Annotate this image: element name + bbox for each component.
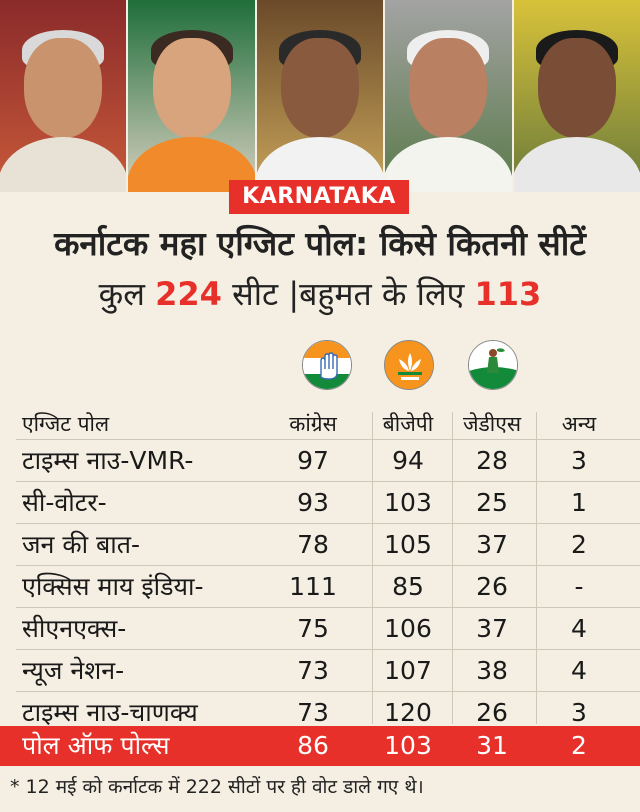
column-divider [452, 412, 453, 724]
bjp-seats: 106 [384, 614, 432, 643]
poll-of-polls-label: पोल ऑफ पोल्स [22, 731, 170, 760]
jds-seats: 25 [476, 488, 508, 517]
bjp-seats: 94 [392, 446, 424, 475]
jds-seats: 26 [476, 572, 508, 601]
table-row: जन की बात- 78 105 37 2 [16, 524, 640, 566]
header-exit-poll: एग्जिट पोल [22, 412, 110, 436]
table-row: न्यूज नेशन- 73 107 38 4 [16, 650, 640, 692]
seat-summary: कुल 224 सीट |बहुमत के लिए 113 [0, 272, 640, 316]
jds-seats: 26 [476, 698, 508, 727]
page-title: कर्नाटक महा एग्जिट पोल: किसे कितनी सीटें [54, 224, 586, 263]
bjp-lotus-icon [384, 340, 434, 390]
seat-summary-prefix: कुल [98, 275, 156, 313]
state-tag: KARNATAKA [229, 180, 409, 214]
pollster-name: न्यूज नेशन- [22, 656, 125, 685]
leader-photo-5 [513, 0, 640, 192]
others-seats: 2 [571, 530, 587, 559]
others-seats: 3 [571, 698, 587, 727]
jds-farmer-icon [468, 340, 518, 390]
leader-photo-3 [256, 0, 386, 192]
table-header: एग्जिट पोल कांग्रेस बीजेपी जेडीएस अन्य [16, 412, 640, 440]
poll-of-polls-congress: 86 [297, 731, 329, 760]
leaders-photo-strip [0, 0, 640, 192]
jds-seats: 37 [476, 530, 508, 559]
header-congress: कांग्रेस [289, 412, 337, 436]
exit-poll-table: एग्जिट पोल कांग्रेस बीजेपी जेडीएस अन्य ट… [16, 412, 640, 734]
congress-seats: 111 [289, 572, 337, 601]
congress-seats: 78 [297, 530, 329, 559]
pollster-name: टाइम्स नाउ-चाणक्य [22, 698, 198, 727]
table-row: टाइम्स नाउ-VMR- 97 94 28 3 [16, 440, 640, 482]
congress-seats: 93 [297, 488, 329, 517]
pollster-name: एक्सिस माय इंडिया- [22, 572, 204, 601]
bjp-seats: 120 [384, 698, 432, 727]
others-seats: - [574, 572, 584, 601]
leader-photo-4 [385, 0, 514, 192]
column-divider [372, 412, 373, 724]
total-seats: 224 [155, 275, 222, 313]
table-row: सी-वोटर- 93 103 25 1 [16, 482, 640, 524]
seat-summary-middle: सीट |बहुमत के लिए [221, 275, 475, 313]
pollster-name: टाइम्स नाउ-VMR- [22, 446, 194, 475]
others-seats: 4 [571, 614, 587, 643]
jds-seats: 38 [476, 656, 508, 685]
table-row: सीएनएक्स- 75 106 37 4 [16, 608, 640, 650]
leader-photo-1 [0, 0, 129, 192]
bjp-seats: 105 [384, 530, 432, 559]
header-bjp: बीजेपी [382, 412, 434, 436]
pollster-name: सी-वोटर- [22, 488, 107, 517]
congress-seats: 73 [297, 698, 329, 727]
poll-of-polls-bjp: 103 [384, 731, 432, 760]
others-seats: 4 [571, 656, 587, 685]
jds-seats: 37 [476, 614, 508, 643]
bjp-seats: 107 [384, 656, 432, 685]
bjp-seats: 103 [384, 488, 432, 517]
poll-of-polls-jds: 31 [476, 731, 508, 760]
congress-seats: 97 [297, 446, 329, 475]
column-divider [536, 412, 537, 724]
header-others: अन्य [561, 412, 597, 436]
header-jds: जेडीएस [462, 412, 522, 436]
congress-seats: 75 [297, 614, 329, 643]
congress-seats: 73 [297, 656, 329, 685]
others-seats: 1 [571, 488, 587, 517]
table-row: एक्सिस माय इंडिया- 111 85 26 - [16, 566, 640, 608]
others-seats: 3 [571, 446, 587, 475]
poll-of-polls-row: पोल ऑफ पोल्स 86 103 31 2 [0, 726, 640, 766]
footnote: * 12 मई को कर्नाटक में 222 सीटों पर ही व… [10, 776, 424, 798]
table-row: टाइम्स नाउ-चाणक्य 73 120 26 3 [16, 692, 640, 734]
leader-photo-2 [128, 0, 257, 192]
jds-seats: 28 [476, 446, 508, 475]
poll-of-polls-others: 2 [571, 731, 587, 760]
congress-hand-icon [302, 340, 352, 390]
majority-seats: 113 [474, 275, 542, 313]
bjp-seats: 85 [392, 572, 424, 601]
pollster-name: जन की बात- [22, 530, 141, 559]
pollster-name: सीएनएक्स- [22, 614, 127, 643]
